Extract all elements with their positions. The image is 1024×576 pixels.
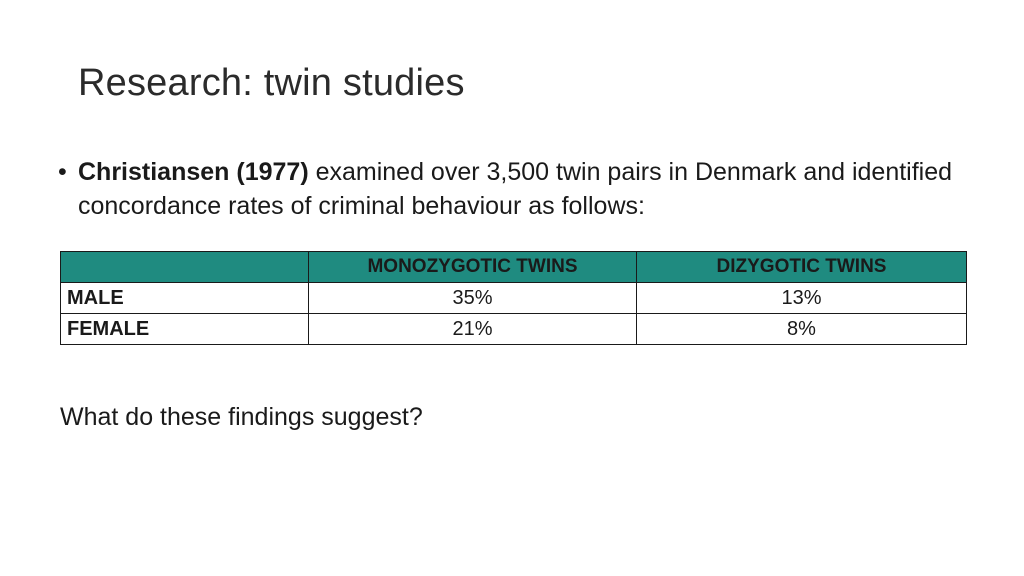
cell-male-dizygotic: 13% — [636, 282, 967, 314]
cell-female-monozygotic: 21% — [308, 313, 637, 345]
bullet-dot-icon: • — [58, 158, 67, 186]
bullet-item: • Christiansen (1977) examined over 3,50… — [58, 155, 958, 223]
cell-male-monozygotic: 35% — [308, 282, 637, 314]
slide-title: Research: twin studies — [78, 62, 465, 104]
row-label-female: FEMALE — [60, 313, 309, 345]
row-label-male: MALE — [60, 282, 309, 314]
table-header-dizygotic: DIZYGOTIC TWINS — [636, 251, 967, 283]
bullet-text: Christiansen (1977) examined over 3,500 … — [78, 155, 958, 223]
table-row: MALE 35% 13% — [60, 282, 967, 314]
table-header-row: MONOZYGOTIC TWINS DIZYGOTIC TWINS — [60, 251, 967, 283]
bullet-bold-text: Christiansen (1977) — [78, 158, 309, 186]
table-header-monozygotic: MONOZYGOTIC TWINS — [308, 251, 637, 283]
table-header-empty — [60, 251, 309, 283]
bullet-body-text: examined over 3,500 twin pairs in Denmar… — [78, 158, 953, 220]
concordance-table: MONOZYGOTIC TWINS DIZYGOTIC TWINS MALE 3… — [60, 251, 967, 345]
question-text: What do these findings suggest? — [60, 403, 423, 431]
cell-female-dizygotic: 8% — [636, 313, 967, 345]
bullet-list: • Christiansen (1977) examined over 3,50… — [58, 155, 958, 223]
table-row: FEMALE 21% 8% — [60, 313, 967, 345]
